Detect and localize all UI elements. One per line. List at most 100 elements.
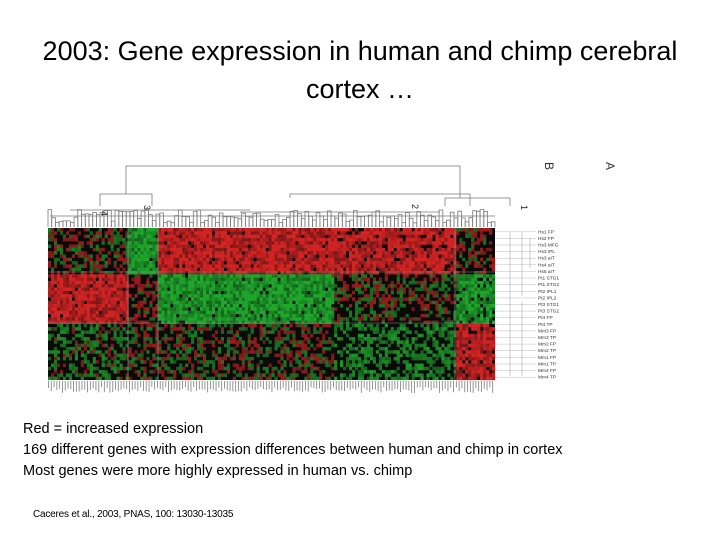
heatmap-cell: [450, 257, 454, 262]
heatmap-cell: [50, 313, 55, 318]
heatmap-cell: [450, 241, 454, 245]
heatmap-cell: [77, 264, 81, 268]
heatmap-cell: [289, 277, 293, 282]
heatmap-cell: [161, 267, 165, 272]
heatmap-cell: [71, 247, 76, 252]
heatmap-cell: [185, 304, 189, 308]
heatmap-cell: [214, 356, 219, 361]
heatmap-cell: [62, 294, 67, 298]
heatmap-cell: [161, 294, 165, 298]
heatmap-cell: [182, 284, 186, 288]
heatmap-cell: [381, 228, 385, 232]
heatmap-cell: [417, 287, 421, 291]
heatmap-cell: [173, 313, 177, 318]
heatmap-cell: [226, 310, 230, 315]
heatmap-cell: [319, 360, 323, 364]
heatmap-cell: [393, 330, 397, 334]
heatmap-cell: [307, 241, 311, 245]
heatmap-cell: [477, 353, 481, 358]
heatmap-cell: [211, 274, 216, 278]
heatmap-cell: [143, 237, 147, 242]
heatmap-cell: [456, 297, 460, 301]
heatmap-cell: [423, 366, 427, 371]
heatmap-cell: [334, 228, 338, 232]
heatmap-cell: [426, 297, 430, 301]
heatmap-cell: [348, 254, 353, 258]
heatmap-cell: [110, 284, 114, 288]
heatmap-cell: [334, 363, 338, 367]
heatmap-cell: [283, 228, 287, 232]
heatmap-cell: [62, 363, 67, 367]
heatmap-cell: [375, 244, 379, 249]
heatmap-cell: [122, 257, 126, 262]
heatmap-cell: [390, 304, 394, 308]
heatmap-cell: [191, 310, 195, 315]
heatmap-cell: [110, 313, 114, 318]
heatmap-cell: [378, 337, 382, 341]
heatmap-cell: [83, 340, 87, 344]
heatmap-cell: [310, 231, 314, 235]
heatmap-cell: [307, 270, 311, 275]
heatmap-cell: [146, 356, 150, 361]
heatmap-cell: [229, 346, 233, 351]
heatmap-cell: [53, 313, 58, 318]
heatmap-cell: [191, 267, 195, 272]
heatmap-cell: [113, 370, 117, 374]
heatmap-cell: [399, 244, 403, 249]
heatmap-cell: [116, 231, 120, 235]
heatmap-cell: [489, 297, 493, 301]
heatmap-cell: [465, 234, 469, 239]
dendrogram-branch: [487, 222, 492, 227]
heatmap-cell: [435, 290, 439, 295]
heatmap-cell: [199, 360, 204, 364]
heatmap-cell: [304, 307, 308, 311]
heatmap-cell: [247, 360, 251, 364]
heatmap-cell: [214, 274, 219, 278]
heatmap-cell: [465, 277, 469, 282]
heatmap-cell: [211, 234, 216, 239]
heatmap-cell: [259, 231, 263, 235]
heatmap-cell: [456, 231, 460, 235]
heatmap-cell: [59, 261, 64, 265]
heatmap-cell: [74, 244, 78, 249]
heatmap-cell: [68, 307, 73, 311]
heatmap-cell: [328, 340, 332, 344]
heatmap-cell: [322, 294, 326, 298]
heatmap-cell: [185, 356, 189, 361]
heatmap-cell: [152, 241, 156, 245]
heatmap-cell: [483, 356, 487, 361]
heatmap-cell: [480, 274, 484, 278]
heatmap-cell: [319, 251, 323, 255]
heatmap-cell: [298, 323, 302, 328]
heatmap-cell: [334, 320, 338, 325]
heatmap-cell: [340, 350, 344, 354]
dendrogram-branch: [263, 220, 269, 227]
heatmap-cell: [405, 330, 409, 334]
heatmap-cell: [211, 254, 216, 258]
heatmap-cell: [244, 350, 248, 354]
heatmap-cell: [298, 280, 302, 285]
heatmap-cell: [262, 280, 266, 285]
heatmap-cell: [143, 300, 147, 305]
heatmap-cell: [417, 270, 421, 275]
heatmap-cell: [328, 346, 332, 351]
heatmap-cell: [107, 346, 111, 351]
heatmap-cell: [346, 323, 350, 328]
heatmap-cell: [390, 257, 394, 262]
heatmap-cell: [107, 317, 111, 321]
heatmap-cell: [170, 237, 174, 242]
heatmap-cell: [319, 274, 323, 278]
heatmap-cell: [244, 307, 248, 311]
heatmap-cell: [199, 346, 204, 351]
heatmap-cell: [280, 327, 284, 331]
heatmap-cell: [471, 370, 475, 374]
heatmap-cell: [152, 370, 156, 374]
heatmap-cell: [59, 274, 64, 278]
heatmap-cell: [286, 337, 290, 341]
heatmap-cell: [363, 254, 368, 258]
heatmap-cell: [435, 241, 439, 245]
heatmap-cell: [414, 231, 418, 235]
heatmap-cell: [235, 300, 239, 305]
heatmap-cell: [399, 294, 403, 298]
heatmap-cell: [423, 307, 427, 311]
